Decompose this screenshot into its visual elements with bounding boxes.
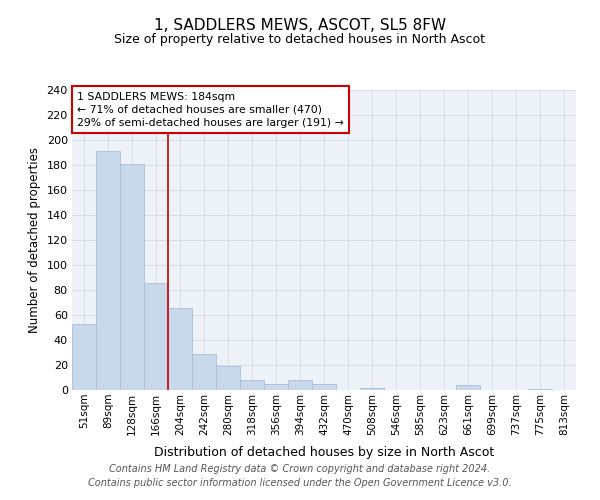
Bar <box>96 151 120 390</box>
Bar <box>312 384 336 390</box>
Text: 1 SADDLERS MEWS: 184sqm
← 71% of detached houses are smaller (470)
29% of semi-d: 1 SADDLERS MEWS: 184sqm ← 71% of detache… <box>77 92 344 128</box>
Bar <box>168 308 192 390</box>
Bar <box>264 384 288 390</box>
Bar <box>192 354 216 390</box>
Bar <box>528 389 552 390</box>
X-axis label: Distribution of detached houses by size in North Ascot: Distribution of detached houses by size … <box>154 446 494 459</box>
Bar <box>360 388 384 390</box>
Bar <box>144 282 168 390</box>
Bar <box>72 324 96 390</box>
Text: Size of property relative to detached houses in North Ascot: Size of property relative to detached ho… <box>115 32 485 46</box>
Bar <box>216 366 240 390</box>
Text: Contains HM Land Registry data © Crown copyright and database right 2024.
Contai: Contains HM Land Registry data © Crown c… <box>88 464 512 487</box>
Bar <box>120 164 144 390</box>
Bar <box>456 385 480 390</box>
Text: 1, SADDLERS MEWS, ASCOT, SL5 8FW: 1, SADDLERS MEWS, ASCOT, SL5 8FW <box>154 18 446 32</box>
Bar <box>240 380 264 390</box>
Bar <box>288 380 312 390</box>
Y-axis label: Number of detached properties: Number of detached properties <box>28 147 41 333</box>
